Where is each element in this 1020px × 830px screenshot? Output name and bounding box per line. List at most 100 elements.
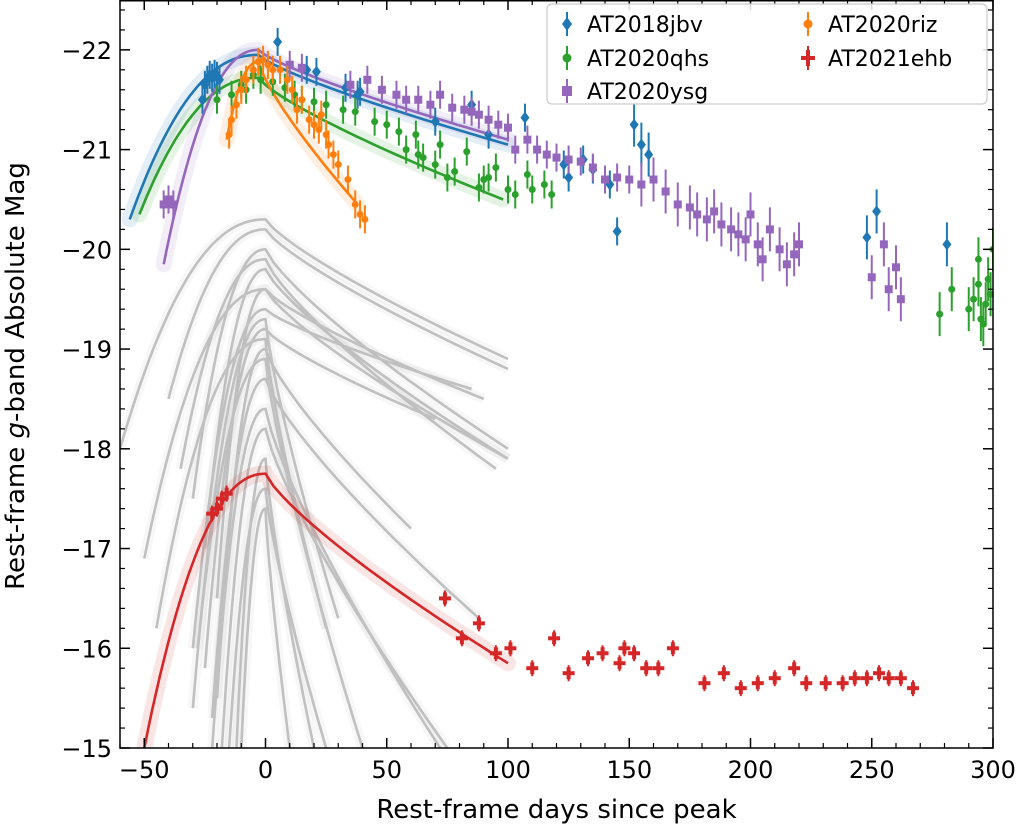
data-point <box>317 100 325 129</box>
square-marker <box>892 263 900 272</box>
data-point <box>293 95 301 124</box>
comparison-model-curves <box>120 214 511 748</box>
comparison-model-curve <box>191 317 340 709</box>
data-point <box>640 660 653 677</box>
data-point <box>685 185 694 230</box>
circle-marker <box>511 190 519 198</box>
data-point <box>523 125 532 154</box>
y-axis-label: Rest-frame g-band Absolute Mag <box>1 162 31 590</box>
data-point <box>528 175 536 204</box>
data-point <box>649 157 658 202</box>
data-point <box>395 117 403 146</box>
legend-entry: AT2021ehb <box>801 46 952 72</box>
data-point <box>511 135 520 164</box>
data-point <box>351 190 359 219</box>
data-point <box>377 75 386 104</box>
data-point <box>562 665 575 682</box>
data-point <box>848 670 861 687</box>
data-point <box>460 95 469 124</box>
x-axis-label: Rest-frame days since peak <box>376 795 736 825</box>
comparison-model-curve <box>210 407 442 748</box>
circle-marker <box>329 151 337 159</box>
circle-marker <box>414 151 422 159</box>
data-point <box>412 120 420 149</box>
legend-label: AT2021ehb <box>828 47 952 72</box>
comparison-model-curve <box>203 267 509 549</box>
circle-marker <box>528 185 536 193</box>
legend-circle-marker <box>562 53 572 63</box>
diamond-marker <box>430 115 440 128</box>
circle-marker <box>339 106 347 114</box>
data-point <box>894 670 907 687</box>
legend-entry: AT2020riz <box>803 12 937 38</box>
square-marker <box>346 80 355 89</box>
legend-label: AT2020qhs <box>587 47 709 72</box>
data-point <box>717 202 726 247</box>
data-point <box>310 110 318 139</box>
comparison-model-curve <box>120 218 509 450</box>
legend: AT2018jbv AT2020riz AT2020qhs AT2021ehb AT20… <box>546 3 988 105</box>
x-tick-label: 150 <box>606 756 652 784</box>
data-point <box>297 53 306 82</box>
data-point <box>351 97 359 126</box>
x-tick-label: 100 <box>485 756 531 784</box>
data-point <box>356 200 364 229</box>
data-point <box>867 255 876 300</box>
circle-marker <box>974 280 982 288</box>
fit-curve-at2021ehb <box>143 472 509 748</box>
data-point <box>237 75 245 104</box>
data-point <box>285 50 294 79</box>
square-marker <box>504 123 512 132</box>
data-point <box>548 630 561 647</box>
data-point <box>612 217 622 246</box>
circle-marker <box>371 118 379 126</box>
data-point <box>511 180 519 209</box>
y-axis-label-part-2: g <box>1 422 31 439</box>
data-point <box>652 660 665 677</box>
square-marker <box>746 210 755 219</box>
square-marker <box>693 210 702 219</box>
comparison-model-curve <box>240 506 292 748</box>
data-point <box>504 175 512 204</box>
data-point <box>533 135 542 164</box>
data-point <box>693 192 702 237</box>
circle-marker <box>283 76 291 84</box>
legend-label: AT2020riz <box>828 13 937 38</box>
data-point <box>414 140 422 169</box>
circle-marker <box>213 96 221 104</box>
data-point <box>636 122 646 167</box>
circle-marker <box>936 310 944 318</box>
data-point <box>334 150 342 179</box>
square-marker <box>753 240 762 249</box>
data-point <box>613 655 626 672</box>
legend-circle-marker <box>803 19 813 29</box>
data-point <box>782 242 791 287</box>
circle-marker <box>310 98 318 106</box>
square-marker <box>467 107 476 116</box>
data-point <box>264 50 272 79</box>
data-point <box>298 85 306 114</box>
square-marker <box>710 207 719 216</box>
data-point <box>948 267 956 312</box>
circle-marker <box>288 86 296 94</box>
data-point <box>213 85 221 114</box>
data-point <box>628 645 641 662</box>
data-point <box>273 27 283 56</box>
data-point <box>673 182 682 227</box>
data-point <box>269 55 277 84</box>
data-point <box>727 207 736 252</box>
circle-marker <box>264 61 272 69</box>
data-point <box>892 245 900 290</box>
square-marker <box>511 145 520 154</box>
data-point <box>288 75 296 104</box>
data-point <box>974 237 982 282</box>
legend-entry: AT2018jbv <box>562 12 703 38</box>
circle-marker <box>965 305 973 313</box>
data-points <box>159 27 993 697</box>
square-marker <box>795 240 803 249</box>
square-marker <box>758 255 767 264</box>
data-point <box>276 55 284 84</box>
circle-marker <box>436 141 444 149</box>
data-point <box>325 130 333 159</box>
data-point <box>480 165 488 194</box>
